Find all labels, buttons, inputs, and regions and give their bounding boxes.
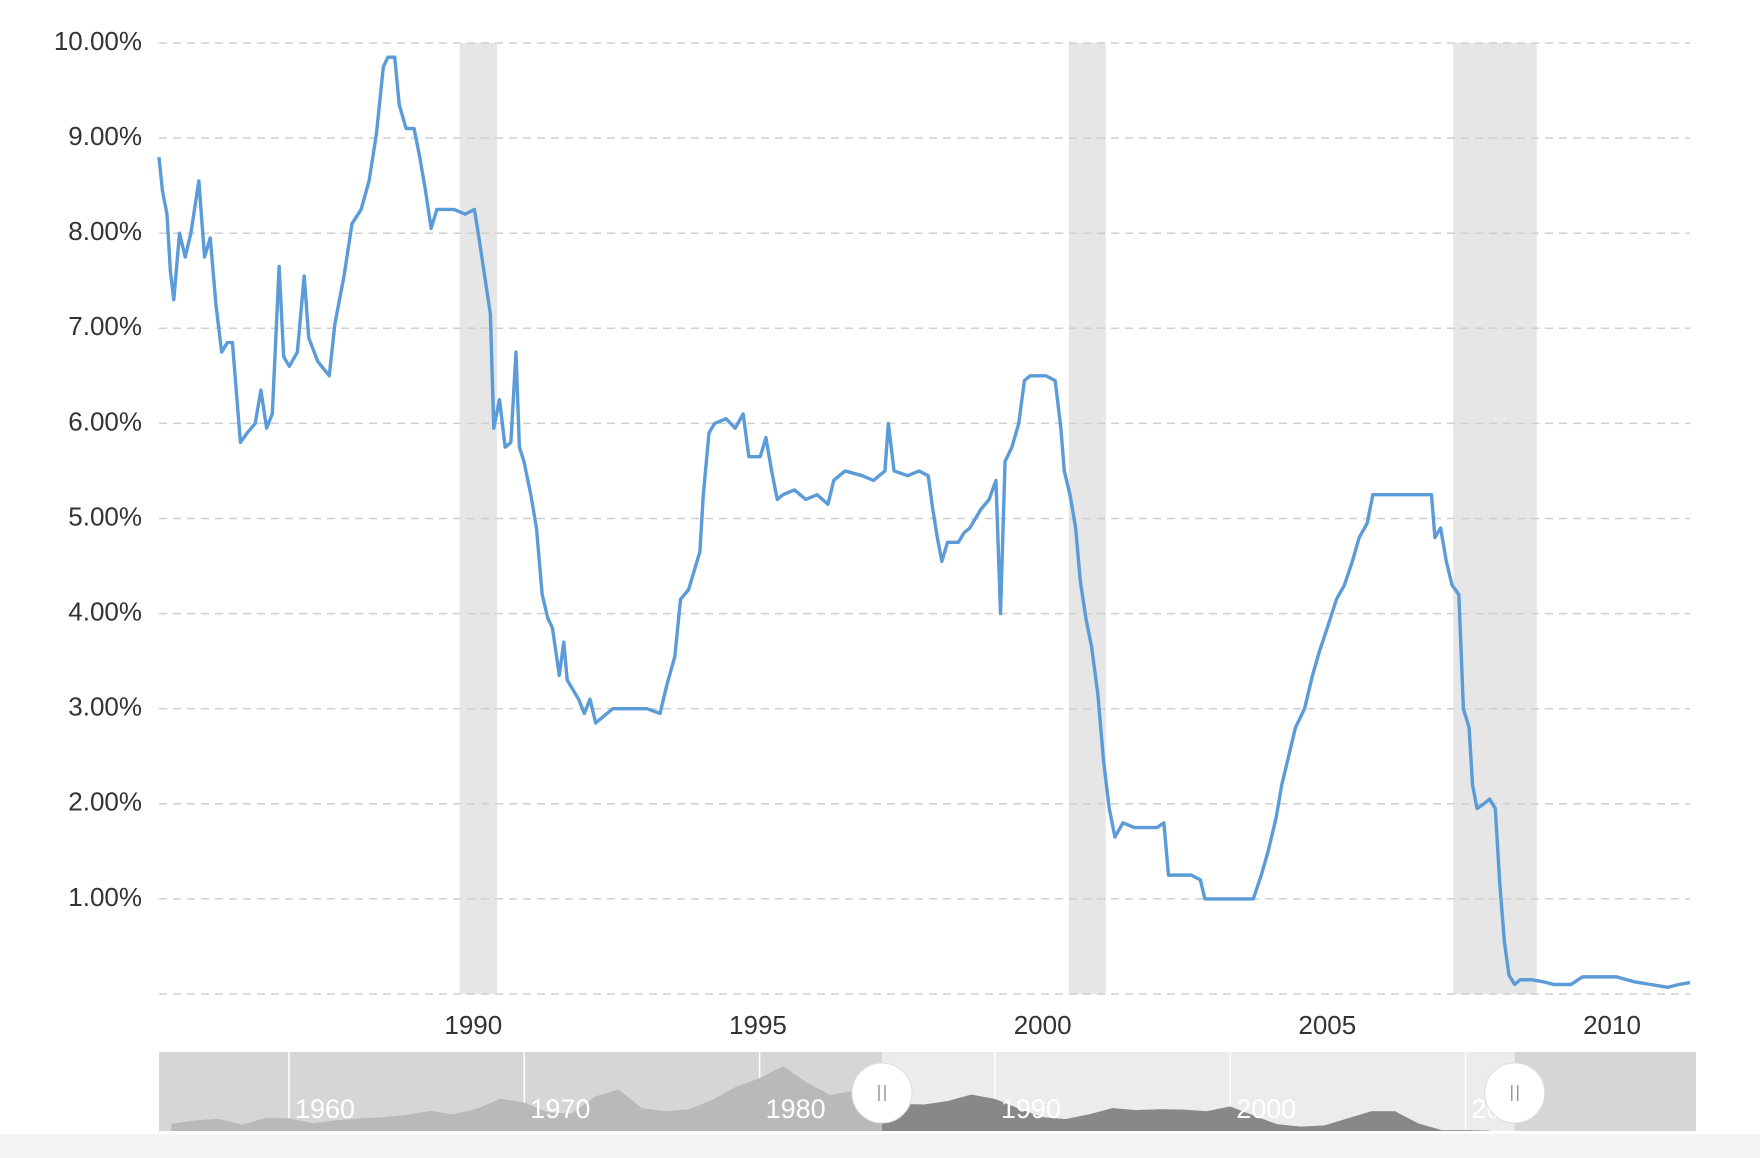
x-tick-label: 1990 [444, 1010, 502, 1040]
y-tick-label: 7.00% [68, 311, 142, 341]
y-tick-label: 6.00% [68, 406, 142, 436]
navigator-handle[interactable] [1484, 1062, 1546, 1124]
y-tick-label: 2.00% [68, 787, 142, 817]
handle-circle [851, 1062, 913, 1124]
x-tick-label: 2000 [1014, 1010, 1072, 1040]
y-tick-label: 10.00% [54, 26, 142, 56]
x-tick-label: 2010 [1583, 1010, 1641, 1040]
navigator-label: 1980 [766, 1094, 826, 1124]
y-tick-label: 4.00% [68, 596, 142, 626]
navigator-label: 2000 [1236, 1094, 1296, 1124]
rate-line [157, 55, 1691, 990]
x-tick-label: 2005 [1298, 1010, 1356, 1040]
navigator-handle[interactable] [851, 1062, 913, 1124]
x-tick-label: 1995 [729, 1010, 787, 1040]
navigator-area-selected [882, 1094, 1490, 1131]
recession-band [459, 43, 498, 994]
navigator-label: 1990 [1001, 1094, 1061, 1124]
y-tick-label: 1.00% [68, 882, 142, 912]
y-tick-label: 9.00% [68, 121, 142, 151]
navigator-label: 1970 [530, 1094, 590, 1124]
y-tick-label: 8.00% [68, 216, 142, 246]
footer-strip [0, 1134, 1760, 1158]
handle-circle [1484, 1062, 1546, 1124]
y-tick-label: 5.00% [68, 501, 142, 531]
y-tick-label: 3.00% [68, 692, 142, 722]
navigator-label: 1960 [295, 1094, 355, 1124]
